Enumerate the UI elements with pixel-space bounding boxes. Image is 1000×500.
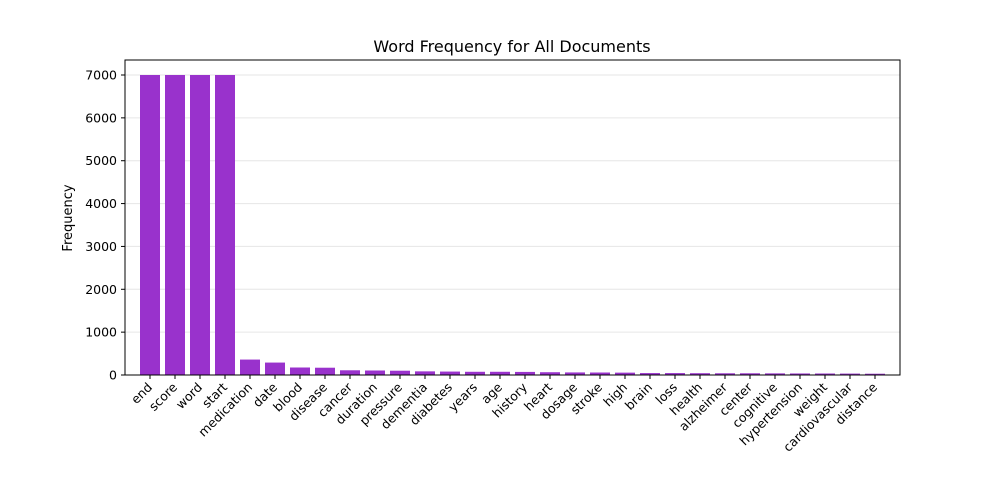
bar-cancer xyxy=(340,370,360,375)
bar-start xyxy=(215,75,235,375)
y-tick-label: 3000 xyxy=(85,239,117,254)
bar-dosage xyxy=(565,372,585,375)
chart-title: Word Frequency for All Documents xyxy=(373,37,650,56)
x-axis: endscorewordstartmedicationdateblooddise… xyxy=(128,375,880,455)
bar-heart xyxy=(540,372,560,375)
bar-years xyxy=(465,371,485,375)
x-tick-label: years xyxy=(445,380,480,415)
bar-stroke xyxy=(590,372,610,375)
bar-diabetes xyxy=(440,371,460,375)
bar-end xyxy=(140,75,160,375)
bar-history xyxy=(515,371,535,375)
bar-age xyxy=(490,371,510,375)
bar-cognitive xyxy=(765,373,785,375)
y-tick-label: 4000 xyxy=(85,196,117,211)
bar-blood xyxy=(290,367,310,375)
x-tick-label: score xyxy=(146,379,181,414)
bar-health xyxy=(690,373,710,375)
bar-pressure xyxy=(390,370,410,375)
plot-frame xyxy=(124,59,901,376)
bar-dementia xyxy=(415,371,435,375)
y-tick-label: 2000 xyxy=(85,282,117,297)
y-tick-label: 5000 xyxy=(85,153,117,168)
bar-medication xyxy=(240,359,260,375)
y-axis: 0 1000 2000 3000 4000 5000 6000 7000 xyxy=(85,68,125,383)
y-tick-label: 6000 xyxy=(85,110,117,125)
bar-hypertension xyxy=(790,373,810,375)
bar-alzheimer xyxy=(715,373,735,375)
bar-loss xyxy=(665,373,685,375)
grid-lines xyxy=(125,74,900,376)
bar-brain xyxy=(640,373,660,375)
x-tick-label: brain xyxy=(622,380,655,413)
y-tick-label: 7000 xyxy=(85,68,117,83)
x-tick-label: word xyxy=(173,380,205,412)
bar-weight xyxy=(815,373,835,375)
bar-duration xyxy=(365,370,385,375)
y-tick-label: 1000 xyxy=(85,325,117,340)
bars xyxy=(140,75,885,375)
bar-score xyxy=(165,75,185,375)
bar-date xyxy=(265,362,285,375)
bar-disease xyxy=(315,367,335,375)
y-tick-label: 0 xyxy=(109,368,117,383)
bar-cardiovascular xyxy=(840,373,860,375)
bar-word xyxy=(190,75,210,375)
bar-center xyxy=(740,373,760,375)
bar-high xyxy=(615,372,635,375)
bar-distance xyxy=(865,373,885,375)
y-axis-label: Frequency xyxy=(61,184,76,251)
